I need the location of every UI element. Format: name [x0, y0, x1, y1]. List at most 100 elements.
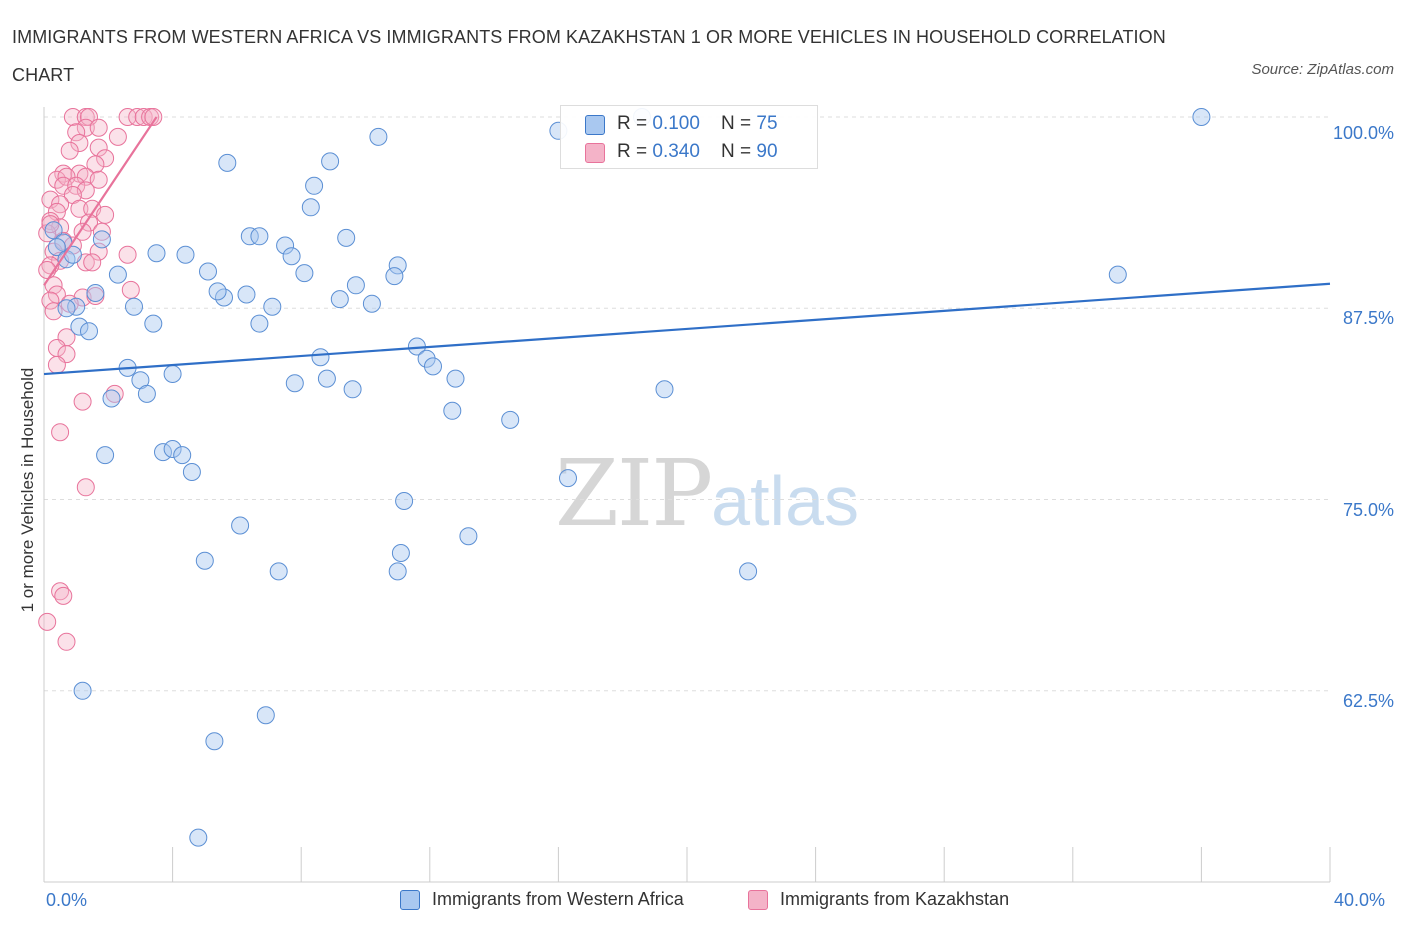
grid-lines — [44, 116, 1330, 692]
western-africa-point — [388, 256, 407, 275]
western-africa-point — [446, 369, 465, 388]
bottom-legend-label: Immigrants from Western Africa — [432, 889, 684, 909]
western-africa-trend-line — [43, 282, 1331, 376]
western-africa-point — [102, 389, 121, 408]
western-africa-point — [63, 245, 82, 264]
kazakhstan-point — [96, 205, 115, 224]
trend-lines — [43, 116, 1331, 376]
kazakhstan-point — [70, 199, 89, 218]
western-africa-point — [459, 527, 478, 546]
stats-legend: R = 0.100 N = 75 R = 0.340 N = 90 — [560, 105, 818, 169]
western-africa-point — [285, 374, 304, 393]
kazakhstan-point — [57, 632, 76, 651]
western-africa-point — [67, 297, 86, 316]
western-africa-point — [1192, 108, 1211, 126]
watermark-zip: ZIP — [555, 440, 713, 547]
western-africa-point — [208, 282, 227, 301]
western-africa-point — [189, 828, 208, 847]
kazakhstan-point — [70, 134, 89, 152]
kazakhstan-point — [118, 245, 137, 264]
western-africa-point — [424, 357, 442, 376]
western-africa-point — [282, 247, 301, 266]
western-africa-point — [343, 380, 362, 399]
legend-n-label: N = — [721, 141, 757, 162]
watermark: ZIPatlas — [555, 440, 859, 547]
western-africa-point — [154, 443, 172, 462]
legend-r-value: 0.340 — [652, 141, 700, 162]
kazakhstan-point — [54, 176, 73, 195]
kazakhstan-point — [54, 586, 73, 605]
legend-text: R = 0.340 N = 90 — [617, 141, 778, 163]
series-western-africa-points — [44, 108, 1211, 847]
western-africa-point — [250, 314, 269, 333]
western-africa-point — [295, 264, 314, 283]
kazakhstan-point — [89, 170, 108, 189]
bottom-legend-swatch-pink — [748, 890, 768, 910]
kazakhstan-point — [60, 141, 79, 160]
western-africa-point — [163, 365, 182, 383]
western-africa-point — [218, 153, 237, 172]
legend-n-value: 90 — [756, 141, 778, 162]
legend-n-label: N = — [721, 113, 757, 134]
western-africa-point — [346, 276, 365, 295]
western-africa-point — [173, 446, 192, 465]
western-africa-point — [337, 228, 356, 247]
western-africa-point — [57, 299, 76, 318]
western-africa-point — [362, 294, 381, 313]
western-africa-point — [237, 285, 256, 304]
western-africa-point — [369, 127, 388, 146]
legend-text: R = 0.100 N = 75 — [617, 113, 778, 135]
western-africa-point — [137, 384, 156, 403]
x-tick-label-max: 40.0% — [1334, 890, 1386, 910]
western-africa-point — [391, 544, 410, 562]
western-africa-point — [199, 262, 217, 281]
legend-r-label: R = — [617, 141, 653, 162]
y-tick-label: 62.5% — [1342, 690, 1394, 711]
kazakhstan-point — [134, 108, 153, 126]
y-tick-label: 100.0% — [1332, 123, 1394, 143]
chart-title: IMMIGRANTS FROM WESTERN AFRICA VS IMMIGR… — [12, 27, 1166, 85]
western-africa-point — [47, 238, 66, 257]
kazakhstan-point — [73, 392, 92, 411]
western-africa-point — [205, 732, 224, 751]
western-africa-point — [739, 562, 758, 581]
western-africa-point — [176, 245, 195, 264]
western-africa-point — [144, 314, 163, 333]
western-africa-point — [86, 284, 105, 302]
western-africa-point — [250, 227, 269, 246]
western-africa-point — [256, 706, 275, 725]
western-africa-point — [443, 401, 462, 420]
western-africa-point — [301, 198, 320, 217]
western-africa-point — [96, 446, 115, 465]
legend-n-value: 75 — [756, 113, 778, 134]
western-africa-point — [44, 221, 63, 240]
western-africa-point — [240, 227, 259, 246]
legend-r-value: 0.100 — [652, 113, 700, 134]
kazakhstan-point — [96, 149, 115, 168]
kazakhstan-point — [63, 108, 82, 126]
western-africa-point — [395, 492, 414, 510]
western-africa-point — [195, 551, 214, 570]
western-africa-point — [231, 516, 250, 535]
western-africa-point — [305, 176, 324, 195]
source-label: Source: ZipAtlas.com — [1251, 61, 1394, 78]
kazakhstan-point — [86, 155, 105, 174]
bottom-legend-label: Immigrants from Kazakhstan — [780, 889, 1010, 909]
kazakhstan-point — [83, 253, 102, 272]
western-africa-point — [125, 297, 143, 316]
kazakhstan-point — [47, 355, 66, 374]
kazakhstan-point — [89, 118, 108, 137]
western-africa-point — [70, 317, 89, 336]
axes — [43, 107, 1331, 883]
western-africa-point — [1108, 265, 1127, 284]
watermark-atlas: atlas — [711, 462, 860, 540]
kazakhstan-point — [67, 176, 86, 195]
western-africa-point — [108, 265, 127, 284]
kazakhstan-trend-line — [43, 116, 158, 286]
legend-swatch-pink — [585, 143, 605, 163]
western-africa-point — [559, 469, 577, 488]
western-africa-point — [80, 322, 98, 341]
bottom-legend-swatch-blue — [400, 890, 420, 910]
western-africa-point — [501, 410, 520, 429]
